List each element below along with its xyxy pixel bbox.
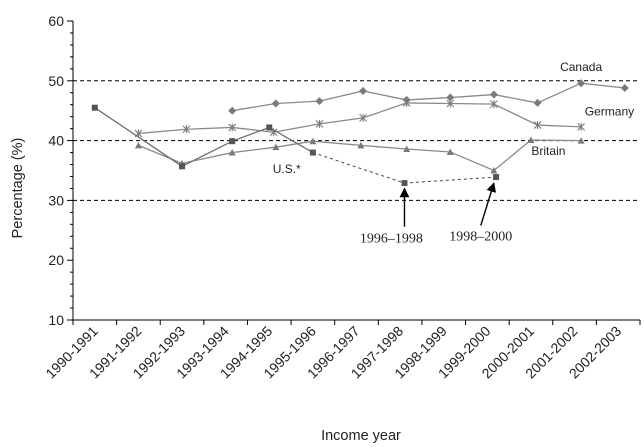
y-tick-label: 10 bbox=[48, 312, 64, 328]
series-line bbox=[138, 102, 582, 135]
data-point-asterisk bbox=[577, 122, 586, 131]
series-label-canada: Canada bbox=[560, 60, 602, 74]
series-label-britain: Britain bbox=[531, 144, 565, 158]
y-axis-title: Percentage (%) bbox=[10, 138, 26, 239]
data-point-asterisk bbox=[446, 99, 455, 108]
annotations-group: 1996–1998 1998–2000 bbox=[360, 182, 512, 246]
data-point-square bbox=[179, 163, 186, 170]
data-point-diamond bbox=[359, 86, 368, 95]
y-tick-label: 30 bbox=[48, 192, 64, 208]
y-tick-label: 20 bbox=[48, 252, 64, 268]
axes: 1020304050601990-19911991-19921992-19931… bbox=[42, 13, 641, 381]
series-label-germany: Germany bbox=[585, 104, 634, 118]
data-point-diamond bbox=[489, 90, 498, 99]
annotation-label: 1996–1998 bbox=[360, 231, 423, 246]
data-point-diamond bbox=[446, 93, 455, 102]
data-point-triangle bbox=[490, 167, 498, 174]
data-point-asterisk bbox=[489, 100, 498, 109]
data-point-triangle bbox=[357, 141, 365, 149]
data-point-asterisk bbox=[359, 113, 367, 122]
data-point-asterisk bbox=[182, 125, 191, 134]
data-point-triangle bbox=[446, 148, 454, 155]
data-point-diamond bbox=[315, 97, 324, 106]
data-point-triangle bbox=[403, 145, 411, 152]
data-point-diamond bbox=[271, 99, 280, 108]
data-point-triangle bbox=[577, 137, 585, 144]
data-point-square bbox=[266, 124, 273, 131]
annotation-label: 1998–2000 bbox=[449, 229, 512, 244]
data-point-triangle bbox=[527, 136, 535, 144]
series-germany bbox=[134, 98, 586, 138]
data-point-triangle bbox=[272, 143, 280, 151]
y-tick-label: 60 bbox=[48, 13, 64, 29]
data-point-diamond bbox=[228, 106, 237, 115]
series-us bbox=[91, 104, 500, 187]
data-point-diamond bbox=[620, 83, 629, 92]
data-point-square bbox=[91, 104, 98, 111]
data-point-triangle bbox=[309, 137, 317, 145]
series-label-us: U.S.* bbox=[273, 162, 301, 176]
data-point-asterisk bbox=[402, 98, 411, 107]
data-point-square bbox=[401, 180, 408, 187]
series-line-solid bbox=[94, 107, 314, 168]
x-axis-title: Income year bbox=[321, 428, 401, 444]
data-point-triangle bbox=[228, 149, 236, 156]
series-canada bbox=[228, 79, 629, 115]
y-tick-label: 40 bbox=[48, 133, 64, 149]
data-point-triangle bbox=[134, 141, 142, 149]
series-line-dashed bbox=[312, 152, 497, 184]
annotation-arrow bbox=[480, 182, 496, 226]
series-line bbox=[232, 82, 625, 112]
y-tick-label: 50 bbox=[48, 73, 64, 89]
data-point-diamond bbox=[577, 79, 586, 88]
data-point-square bbox=[493, 174, 500, 181]
data-point-asterisk bbox=[228, 123, 237, 132]
data-point-diamond bbox=[533, 98, 542, 107]
data-point-square bbox=[309, 149, 316, 156]
data-point-asterisk bbox=[533, 121, 542, 130]
series-group bbox=[91, 79, 629, 187]
labels-group: Canada Germany Britain U.S.* bbox=[273, 60, 634, 176]
data-point-square bbox=[229, 138, 236, 145]
data-point-asterisk bbox=[315, 119, 324, 128]
series-britain bbox=[134, 136, 585, 174]
